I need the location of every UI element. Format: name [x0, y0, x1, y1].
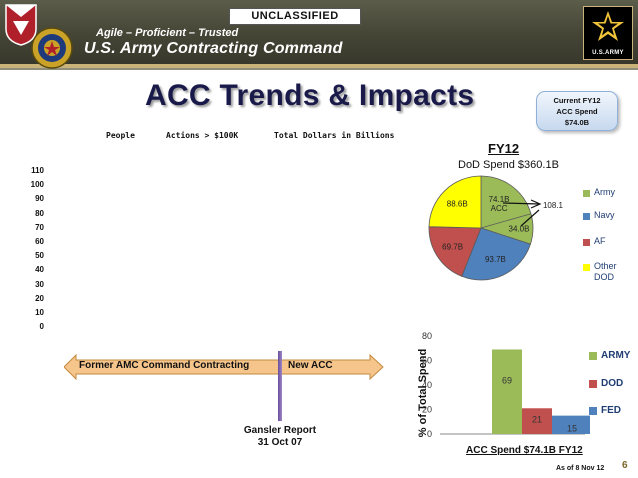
- pie-legend-label: Army: [594, 187, 615, 197]
- pie-legend-swatch: [583, 190, 590, 197]
- left-axis-tick: 70: [35, 222, 44, 232]
- pie-slice-af: [428, 226, 482, 277]
- bar-dod: [522, 408, 552, 434]
- callout-line-2: ACC Spend: [556, 107, 598, 116]
- former-amc-arrow: [64, 354, 286, 380]
- left-axis-tick: 50: [35, 251, 44, 261]
- bar-legend-label: ARMY: [601, 350, 631, 361]
- pie-legend-label: AF: [594, 236, 606, 246]
- column-header-dollars: Total Dollars in Billions: [274, 131, 395, 140]
- left-axis-tick: 110: [31, 166, 44, 175]
- new-acc-label: New ACC: [288, 360, 333, 371]
- left-axis-tick: 0: [39, 322, 44, 332]
- bar-value-label: 15: [567, 424, 577, 434]
- bar-legend-label: DOD: [601, 378, 624, 389]
- bar-title: ACC Spend $74.1B FY12: [466, 445, 583, 456]
- pie-legend-swatch: [583, 239, 590, 246]
- bar-legend-label: FED: [601, 405, 621, 416]
- as-of-date: As of 8 Nov 12: [556, 465, 605, 472]
- pie-pointer-arrow-upper: [502, 202, 540, 205]
- bar-legend-swatch: [589, 380, 597, 388]
- pie-subtitle: DoD Spend $360.1B: [458, 159, 559, 171]
- pie-label-acc-value: 74.1B: [489, 195, 510, 204]
- bar-value-label: 69: [502, 375, 512, 385]
- gansler-marker: [278, 351, 282, 421]
- new-acc-arrow: [278, 354, 384, 380]
- pie-legend-swatch: [583, 264, 590, 271]
- pie-label-navy: 93.7B: [485, 255, 506, 264]
- header-stripe: [0, 64, 638, 68]
- pie-legend-label: Navy: [594, 210, 615, 220]
- pie-slice-other-dod: [428, 175, 482, 229]
- bar-chart: 0 20 40 60 80 69 21 15: [422, 331, 590, 439]
- gansler-report-label: Gansler Report 31 Oct 07: [230, 425, 330, 449]
- column-header-actions: Actions > $100K: [166, 131, 239, 140]
- pie-slice-navy: [461, 227, 531, 281]
- left-axis-tick: 80: [35, 208, 44, 218]
- former-amc-label: Former AMC Command Contracting: [79, 360, 250, 371]
- header-stripe-thin: [0, 68, 638, 70]
- bar-y-tick: 40: [422, 380, 432, 390]
- pie-label-acc-name: ACC: [491, 204, 508, 213]
- acc-seal-icon: [31, 27, 73, 69]
- pie-label-army-rest: 34.0B: [509, 225, 530, 234]
- pie-label-other-dod: 88.6B: [447, 200, 468, 209]
- pie-pointer-arrow-lower: [520, 209, 540, 227]
- bar-y-tick: 80: [422, 331, 432, 341]
- pie-title: FY12: [488, 141, 520, 156]
- gansler-line-1: Gansler Report: [243, 425, 317, 436]
- bar-value-label: 21: [532, 414, 542, 424]
- pie-legend-label: Other DOD: [594, 261, 617, 282]
- pie-label-af: 69.7B: [442, 243, 463, 252]
- left-axis-tick: 20: [35, 293, 44, 303]
- left-axis-tick: 30: [35, 279, 44, 289]
- bar-y-tick: 20: [422, 405, 432, 415]
- gansler-line-2: 31 Oct 07: [257, 437, 303, 448]
- acc-spend-callout: Current FY12 ACC Spend $74.0B: [536, 91, 618, 131]
- army-star-icon: [592, 11, 624, 41]
- callout-line-1: Current FY12: [553, 96, 601, 105]
- army-logo-text: U.S.ARMY: [592, 50, 624, 56]
- pie-pointer-arrowhead-upper: [530, 199, 542, 209]
- pie-legend-swatch: [583, 213, 590, 220]
- bar-legend-swatch: [589, 407, 597, 415]
- left-axis-tick: 10: [35, 308, 44, 317]
- left-axis-tick: 40: [35, 265, 44, 275]
- bar-fed: [552, 415, 590, 434]
- bar-legend-swatch: [589, 352, 597, 360]
- tagline: Agile – Proficient – Trusted: [96, 27, 239, 39]
- column-header-people: People: [106, 131, 135, 140]
- amc-shield-icon: [5, 4, 37, 46]
- pie-label-army-total: 108.1: [543, 201, 564, 210]
- pie-slice-army: [480, 175, 534, 245]
- left-axis-tick: 100: [30, 180, 44, 190]
- bar-y-tick: 60: [422, 356, 432, 366]
- page-number: 6: [622, 460, 628, 471]
- callout-line-3: $74.0B: [564, 118, 590, 127]
- pie-army-divider: [480, 213, 532, 229]
- army-logo: U.S.ARMY: [583, 6, 633, 60]
- bar-y-tick: 0: [427, 429, 432, 439]
- left-axis-tick: 60: [35, 237, 44, 246]
- bar-army: [492, 349, 522, 434]
- org-name: U.S. Army Contracting Command: [84, 40, 343, 57]
- classification-banner: UNCLASSIFIED: [229, 8, 361, 25]
- left-axis-tick: 90: [35, 194, 44, 204]
- slide-title: ACC Trends & Impacts: [145, 79, 475, 112]
